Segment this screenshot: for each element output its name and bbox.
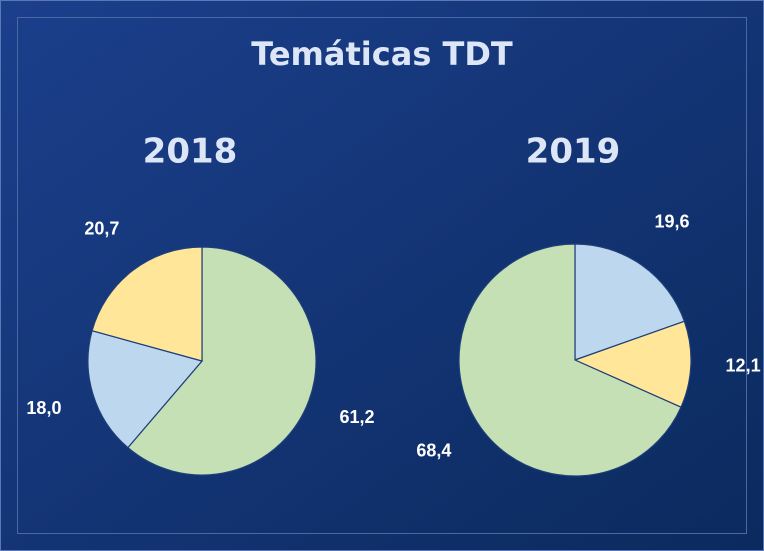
data-label: 19,6	[655, 211, 690, 231]
pie-slice	[87, 329, 204, 449]
data-label: 20,7	[84, 218, 119, 238]
data-label: 18,0	[26, 398, 61, 418]
pie-slice	[574, 243, 686, 361]
data-label: 68,4	[416, 440, 451, 460]
chart-title: Temáticas TDT	[251, 35, 513, 73]
data-label: 61,2	[340, 407, 375, 427]
pie-title: 2019	[526, 132, 621, 172]
pie-title: 2018	[143, 132, 238, 172]
pie-slice	[573, 320, 692, 408]
data-label: 12,1	[726, 355, 761, 375]
inner-frame	[17, 17, 747, 534]
pie-slice	[127, 246, 317, 476]
pie-slice	[458, 243, 682, 477]
pie-slice	[91, 246, 203, 362]
